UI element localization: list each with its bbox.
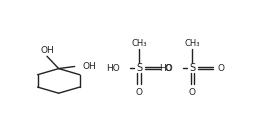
Text: HO: HO [107,64,120,73]
Text: OH: OH [82,62,96,71]
Text: HO: HO [159,64,173,73]
Text: O: O [164,64,172,73]
Text: S: S [189,63,196,73]
Text: O: O [136,88,143,97]
Text: OH: OH [40,46,54,55]
Text: S: S [136,63,142,73]
Text: CH₃: CH₃ [185,39,200,49]
Text: O: O [218,64,224,73]
Text: CH₃: CH₃ [132,39,147,49]
Text: O: O [189,88,196,97]
